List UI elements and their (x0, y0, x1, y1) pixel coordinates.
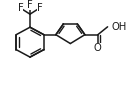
Text: F: F (37, 3, 42, 13)
Text: F: F (27, 0, 33, 10)
Text: O: O (94, 43, 102, 53)
Text: OH: OH (112, 22, 127, 32)
Text: F: F (18, 3, 23, 13)
